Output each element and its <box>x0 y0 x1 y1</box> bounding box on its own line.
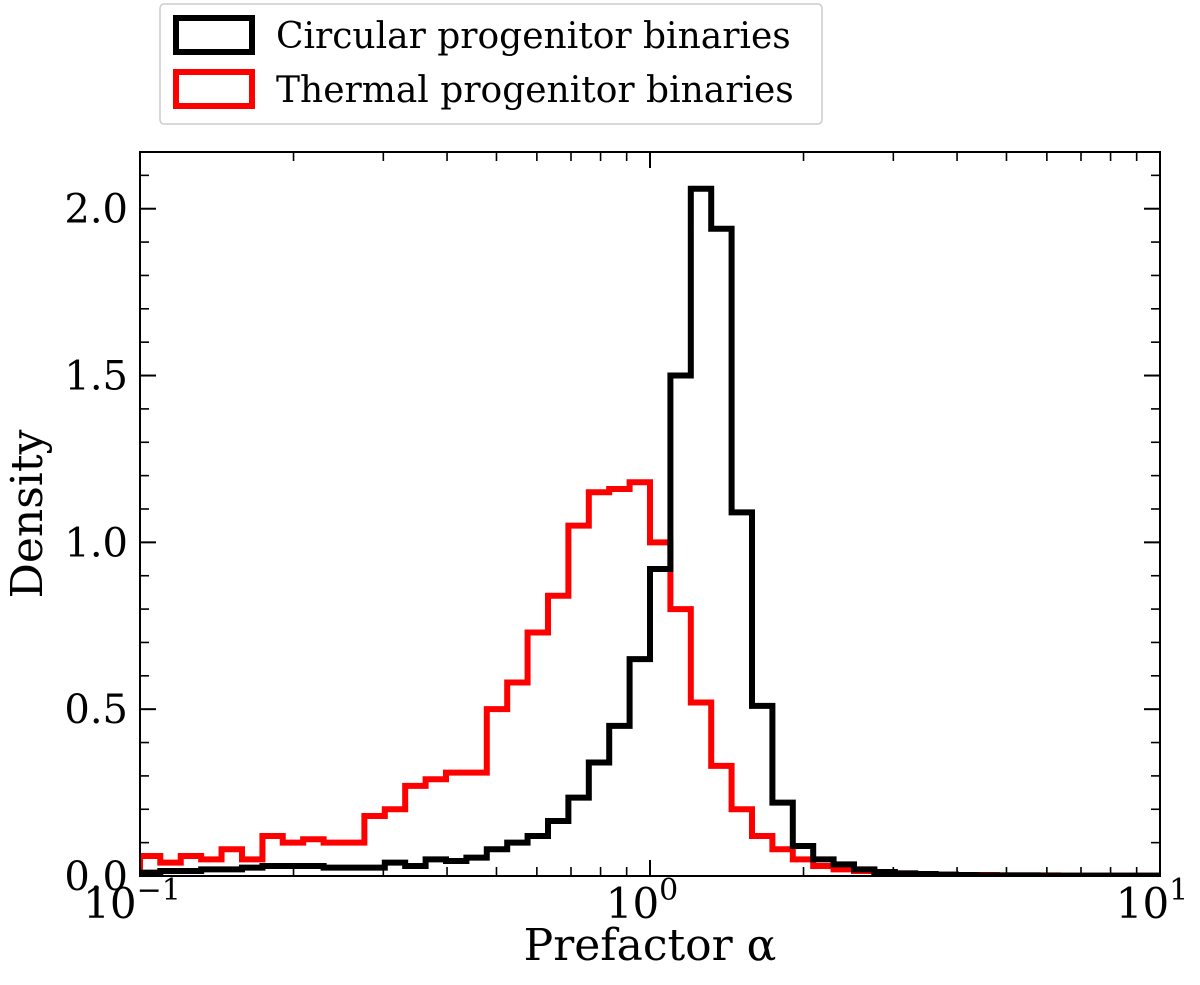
legend-entry-label: Circular progenitor binaries <box>276 16 791 57</box>
legend-frame <box>159 3 823 125</box>
y-tick-label: 0.5 <box>64 687 128 733</box>
y-tick-label: 0.0 <box>64 854 128 900</box>
y-tick-label: 1.0 <box>64 520 128 566</box>
x-tick-label: 10−1 <box>83 873 181 928</box>
legend-swatch <box>173 69 255 109</box>
x-tick-label: 101 <box>1116 873 1189 928</box>
legend-swatch <box>173 15 255 55</box>
plot-area <box>140 185 1160 876</box>
legend: Circular progenitor binaries Thermal prog… <box>159 3 823 125</box>
legend-entry-label: Thermal progenitor binaries <box>276 70 794 111</box>
y-tick-label: 2.0 <box>64 187 128 233</box>
histogram-series-circular <box>140 185 1160 876</box>
histogram-series-thermal <box>140 479 1160 876</box>
y-axis-label: Density <box>2 429 53 598</box>
x-axis-label: Prefactor α <box>524 920 777 971</box>
axes: 10−1 100 101 0.0 0.5 1.0 1.5 2.0 Prefactor α Dens… <box>2 151 1189 971</box>
x-tick-label: 100 <box>606 873 679 928</box>
y-tick-label: 1.5 <box>64 354 128 400</box>
